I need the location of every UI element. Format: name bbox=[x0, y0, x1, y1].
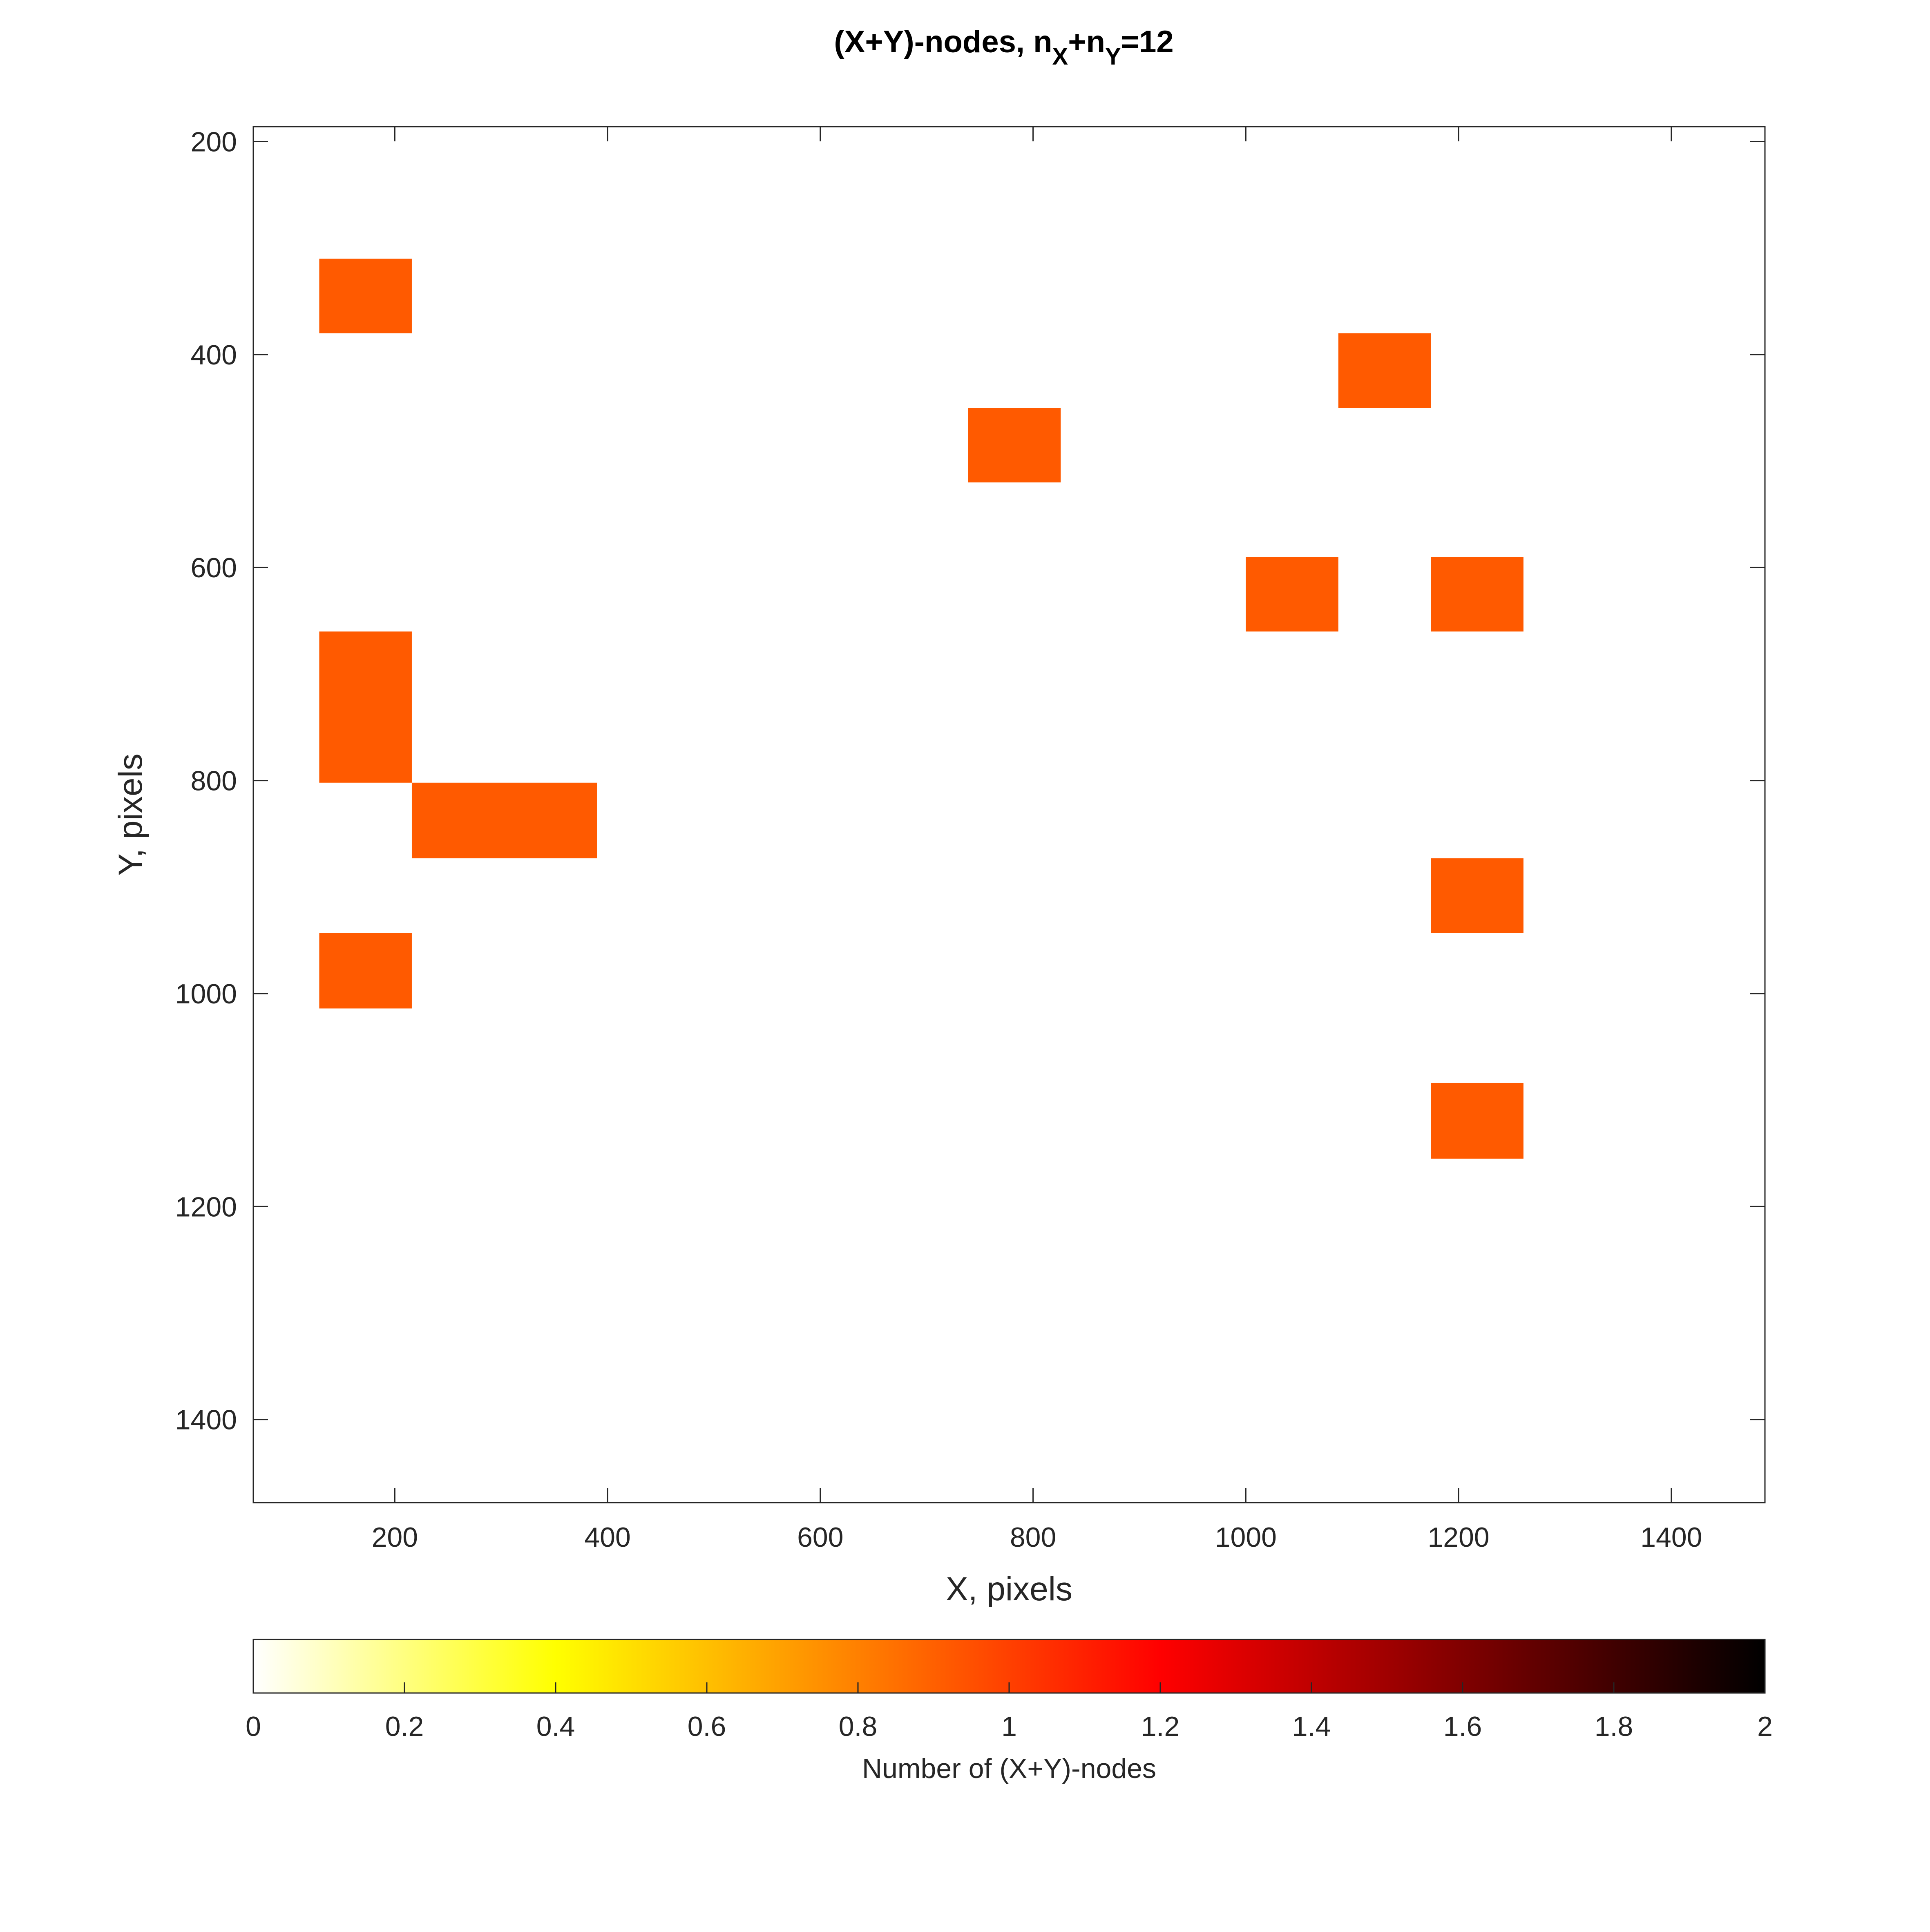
chart-title: (X+Y)-nodes, nX+nY=12 bbox=[834, 25, 1173, 70]
heatmap-cell bbox=[1246, 557, 1338, 632]
x-tick-label: 800 bbox=[1010, 1522, 1056, 1553]
colorbar-tick-label: 0.8 bbox=[839, 1711, 878, 1742]
heatmap-cell bbox=[968, 408, 1061, 482]
colorbar-tick-label: 1 bbox=[1001, 1711, 1017, 1742]
y-tick-label: 400 bbox=[191, 339, 237, 371]
x-tick-label: 1200 bbox=[1427, 1522, 1489, 1553]
colorbar-tick-label: 1.4 bbox=[1292, 1711, 1331, 1742]
colorbar-tick-label: 0 bbox=[246, 1711, 261, 1742]
heatmap-cell bbox=[1338, 333, 1431, 408]
y-axis-label: Y, pixels bbox=[112, 753, 149, 876]
colorbar-tick-label: 2 bbox=[1757, 1711, 1773, 1742]
chart-title-sub-y: Y bbox=[1105, 43, 1121, 70]
colorbar-tick-label: 0.6 bbox=[688, 1711, 726, 1742]
axes-box bbox=[252, 126, 1766, 1503]
y-tick-label: 800 bbox=[191, 766, 237, 797]
y-tick-label: 600 bbox=[191, 552, 237, 583]
chart-title-sub-x: X bbox=[1052, 43, 1068, 70]
chart-title-prefix: (X+Y)-nodes, n bbox=[834, 25, 1052, 59]
colorbar-tick-label: 1.6 bbox=[1443, 1711, 1482, 1742]
chart-title-suffix: =12 bbox=[1121, 25, 1174, 59]
y-tick-label: 1400 bbox=[175, 1405, 237, 1436]
x-tick-label: 600 bbox=[797, 1522, 843, 1553]
heatmap-cell bbox=[1431, 557, 1523, 632]
x-tick-label: 1000 bbox=[1215, 1522, 1277, 1553]
colorbar-tick-label: 0.4 bbox=[536, 1711, 575, 1742]
colorbar-tick-label: 1.8 bbox=[1595, 1711, 1633, 1742]
heatmap-cells bbox=[319, 259, 1523, 1159]
colorbar-tick-label: 0.2 bbox=[385, 1711, 424, 1742]
y-axis-ticks: 200 400 600 800 1000 1200 1400 bbox=[175, 126, 1765, 1436]
colorbar-ticks: 0 0.2 0.4 0.6 0.8 1 1.2 1.4 1.6 1.8 2 bbox=[246, 1682, 1773, 1742]
chart-title-mid: +n bbox=[1068, 25, 1105, 59]
axes bbox=[252, 126, 1766, 1503]
x-tick-label: 200 bbox=[372, 1522, 418, 1553]
y-tick-label: 200 bbox=[191, 126, 237, 157]
x-tick-label: 400 bbox=[584, 1522, 630, 1553]
y-tick-label: 1000 bbox=[175, 978, 237, 1010]
colorbar-tick-label: 1.2 bbox=[1141, 1711, 1180, 1742]
heatmap-cell bbox=[319, 259, 412, 333]
x-axis-ticks: 200 400 600 800 1000 1200 1400 bbox=[372, 127, 1702, 1553]
heatmap-cell bbox=[1431, 858, 1523, 933]
x-tick-label: 1400 bbox=[1640, 1522, 1702, 1553]
colorbar-label: Number of (X+Y)-nodes bbox=[862, 1753, 1156, 1784]
heatmap-cell bbox=[319, 631, 412, 783]
heatmap-cell bbox=[1431, 1083, 1523, 1159]
x-axis-label: X, pixels bbox=[946, 1570, 1072, 1608]
heatmap-cell bbox=[319, 933, 412, 1009]
y-tick-label: 1200 bbox=[175, 1191, 237, 1222]
heatmap-cell bbox=[411, 782, 597, 858]
